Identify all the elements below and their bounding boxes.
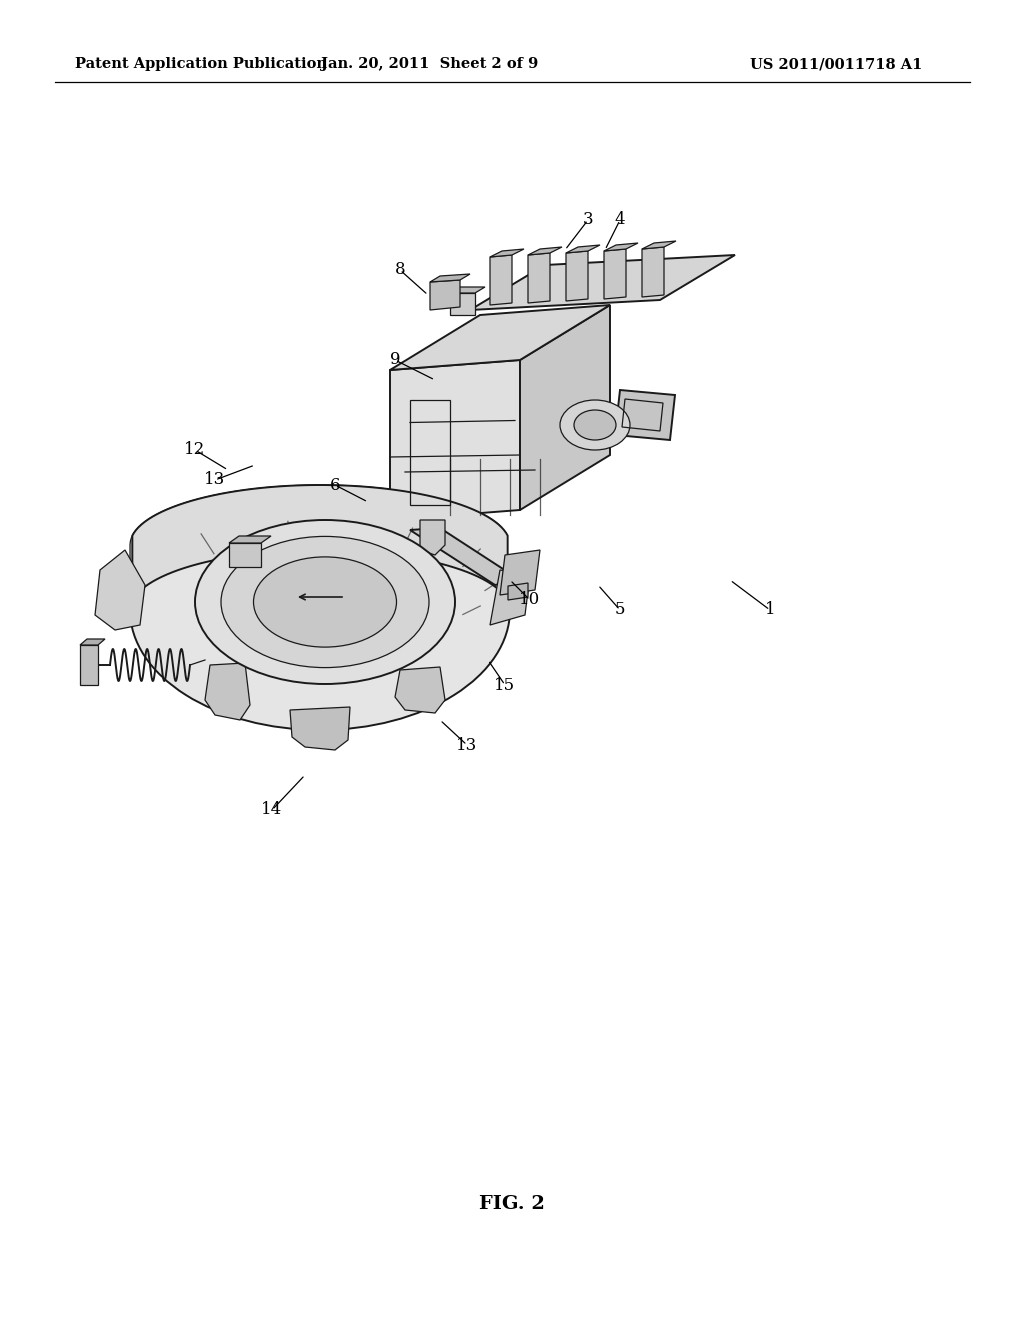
Ellipse shape (221, 536, 429, 668)
Polygon shape (490, 570, 530, 624)
Text: 1: 1 (765, 602, 775, 619)
Text: 13: 13 (457, 737, 477, 754)
Polygon shape (390, 360, 520, 520)
Polygon shape (430, 275, 470, 282)
Polygon shape (455, 525, 490, 601)
Text: 5: 5 (614, 602, 626, 619)
Ellipse shape (254, 557, 396, 647)
Polygon shape (490, 255, 512, 305)
Polygon shape (604, 249, 626, 300)
Text: US 2011/0011718 A1: US 2011/0011718 A1 (750, 57, 923, 71)
Text: 6: 6 (330, 477, 340, 494)
Polygon shape (520, 305, 610, 510)
Text: 13: 13 (205, 471, 225, 488)
Text: 14: 14 (261, 801, 283, 818)
Text: 15: 15 (495, 676, 515, 693)
Polygon shape (615, 389, 675, 440)
Text: 8: 8 (394, 261, 406, 279)
Polygon shape (528, 247, 562, 255)
Polygon shape (420, 520, 445, 554)
Polygon shape (450, 293, 475, 315)
Polygon shape (130, 484, 501, 610)
Polygon shape (95, 550, 145, 630)
Text: 10: 10 (519, 591, 541, 609)
Polygon shape (132, 484, 508, 601)
Text: Patent Application Publication: Patent Application Publication (75, 57, 327, 71)
Polygon shape (229, 543, 261, 568)
Ellipse shape (195, 520, 455, 684)
Text: 4: 4 (614, 211, 626, 228)
Text: FIG. 2: FIG. 2 (479, 1195, 545, 1213)
Polygon shape (229, 536, 271, 543)
Polygon shape (490, 249, 524, 257)
Text: 12: 12 (184, 441, 206, 458)
Polygon shape (450, 286, 485, 293)
Polygon shape (566, 251, 588, 301)
Polygon shape (80, 645, 98, 685)
Text: 3: 3 (583, 211, 593, 228)
Polygon shape (528, 253, 550, 304)
Polygon shape (80, 639, 105, 645)
Polygon shape (642, 242, 676, 249)
Polygon shape (205, 663, 250, 719)
Polygon shape (508, 583, 528, 601)
Text: 9: 9 (390, 351, 400, 368)
Ellipse shape (130, 490, 510, 730)
Polygon shape (395, 667, 445, 713)
Polygon shape (642, 247, 664, 297)
Text: Jan. 20, 2011  Sheet 2 of 9: Jan. 20, 2011 Sheet 2 of 9 (322, 57, 539, 71)
Polygon shape (470, 255, 735, 310)
Polygon shape (410, 528, 520, 585)
Polygon shape (604, 243, 638, 251)
Polygon shape (290, 708, 350, 750)
Ellipse shape (574, 411, 616, 440)
Polygon shape (390, 305, 610, 370)
Polygon shape (566, 246, 600, 253)
Ellipse shape (560, 400, 630, 450)
Polygon shape (500, 550, 540, 595)
Polygon shape (430, 280, 460, 310)
